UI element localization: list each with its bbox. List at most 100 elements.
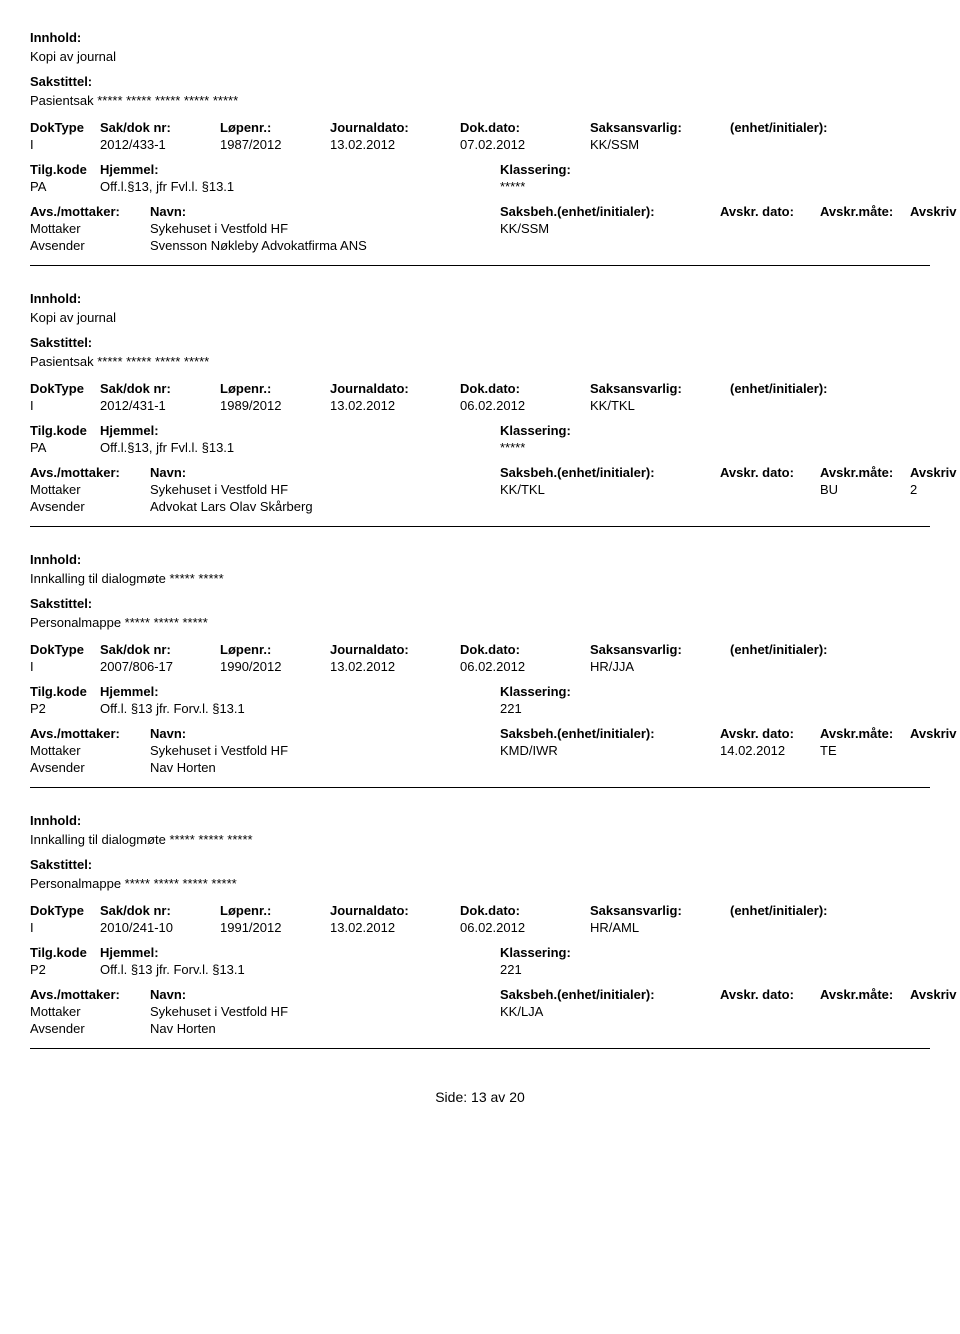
entry-divider [30,1048,930,1049]
klassering-value: 221 [500,962,800,977]
klassering-label: Klassering: [500,423,800,438]
hjemmel-label: Hjemmel: [100,162,500,177]
mottaker-avskrivlnr: 2 [910,482,960,497]
mottaker-label: Mottaker [30,221,150,236]
mottaker-avskrmate [820,1004,910,1019]
avskrdato-label: Avskr. dato: [720,204,820,219]
dokdato-value: 06.02.2012 [460,659,590,674]
avsmottaker-label: Avs./mottaker: [30,987,150,1002]
avsender-row: Avsender Nav Horten [30,760,930,775]
tilgkode-label: Tilg.kode [30,945,100,960]
journal-entry: Innhold: Innkalling til dialogmøte *****… [30,813,930,1049]
mottaker-row: Mottaker Sykehuset i Vestfold HF KK/SSM [30,221,930,236]
sakdoknr-label: Sak/dok nr: [100,642,220,657]
navn-label: Navn: [150,726,500,741]
saksansvarlig-value: KK/TKL [590,398,730,413]
tilgkode-value: P2 [30,962,100,977]
sakdoknr-label: Sak/dok nr: [100,381,220,396]
klassering-value: ***** [500,179,800,194]
doktype-label: DokType [30,642,100,657]
lopenr-label: Løpenr.: [220,381,330,396]
hjemmel-value: Off.l.§13, jfr Fvl.l. §13.1 [100,440,500,455]
mottaker-avskrmate: BU [820,482,910,497]
hjemmel-label: Hjemmel: [100,423,500,438]
journaldato-value: 13.02.2012 [330,398,460,413]
avsender-navn: Nav Horten [150,1021,500,1036]
saksansvarlig-label: Saksansvarlig: [590,381,730,396]
avsender-label: Avsender [30,760,150,775]
doktype-value: I [30,659,100,674]
side-label: Side: [435,1089,467,1105]
sakdoknr-value: 2007/806-17 [100,659,220,674]
hjemmel-data-row: P2 Off.l. §13 jfr. Forv.l. §13.1 221 [30,962,930,977]
doktype-label: DokType [30,903,100,918]
avs-header-row: Avs./mottaker: Navn: Saksbeh.(enhet/init… [30,987,930,1002]
mottaker-navn: Sykehuset i Vestfold HF [150,221,500,236]
avskrivlnr-label: Avskriv lnr.: [910,987,960,1002]
sakstittel-label: Sakstittel: [30,74,930,89]
doktype-label: DokType [30,381,100,396]
lopenr-label: Løpenr.: [220,120,330,135]
mottaker-avskrivlnr [910,1004,960,1019]
sakstittel-text: Pasientsak ***** ***** ***** ***** ***** [30,93,930,108]
journaldato-value: 13.02.2012 [330,920,460,935]
klassering-label: Klassering: [500,945,800,960]
avskrivlnr-label: Avskriv lnr.: [910,204,960,219]
hjemmel-label: Hjemmel: [100,945,500,960]
mottaker-saksbeh: KK/LJA [500,1004,720,1019]
saksbeh-label: Saksbeh.(enhet/initialer): [500,987,720,1002]
lopenr-value: 1987/2012 [220,137,330,152]
sakstittel-label: Sakstittel: [30,857,930,872]
entry-divider [30,787,930,788]
sakstittel-label: Sakstittel: [30,335,930,350]
avs-header-row: Avs./mottaker: Navn: Saksbeh.(enhet/init… [30,465,930,480]
mottaker-avskrdato [720,221,820,236]
hjemmel-data-row: PA Off.l.§13, jfr Fvl.l. §13.1 ***** [30,440,930,455]
journaldato-value: 13.02.2012 [330,659,460,674]
mottaker-label: Mottaker [30,743,150,758]
lopenr-label: Løpenr.: [220,642,330,657]
journal-entry: Innhold: Kopi av journal Sakstittel: Pas… [30,30,930,266]
mottaker-row: Mottaker Sykehuset i Vestfold HF KK/LJA [30,1004,930,1019]
mottaker-label: Mottaker [30,482,150,497]
klassering-label: Klassering: [500,162,800,177]
journal-entry: Innhold: Innkalling til dialogmøte *****… [30,552,930,788]
avskrivlnr-label: Avskriv lnr.: [910,726,960,741]
mottaker-saksbeh: KK/SSM [500,221,720,236]
tilgkode-label: Tilg.kode [30,162,100,177]
meta-data-row: I 2010/241-10 1991/2012 13.02.2012 06.02… [30,920,930,935]
journaldato-label: Journaldato: [330,381,460,396]
klassering-value: 221 [500,701,800,716]
avsmottaker-label: Avs./mottaker: [30,204,150,219]
mottaker-avskrmate [820,221,910,236]
mottaker-avskrdato: 14.02.2012 [720,743,820,758]
dokdato-value: 06.02.2012 [460,398,590,413]
innhold-label: Innhold: [30,813,930,828]
lopenr-value: 1990/2012 [220,659,330,674]
enhet-label: (enhet/initialer): [730,642,890,657]
saksansvarlig-value: HR/JJA [590,659,730,674]
mottaker-saksbeh: KMD/IWR [500,743,720,758]
enhet-value [730,659,890,674]
innhold-text: Kopi av journal [30,49,930,64]
saksansvarlig-label: Saksansvarlig: [590,642,730,657]
entry-divider [30,526,930,527]
entry-divider [30,265,930,266]
page-footer: Side: 13 av 20 [30,1089,930,1105]
dokdato-value: 06.02.2012 [460,920,590,935]
mottaker-navn: Sykehuset i Vestfold HF [150,482,500,497]
tilgkode-label: Tilg.kode [30,423,100,438]
mottaker-row: Mottaker Sykehuset i Vestfold HF KMD/IWR… [30,743,930,758]
avs-header-row: Avs./mottaker: Navn: Saksbeh.(enhet/init… [30,726,930,741]
innhold-text: Innkalling til dialogmøte ***** ***** **… [30,832,930,847]
sakdoknr-value: 2012/433-1 [100,137,220,152]
hjemmel-header-row: Tilg.kode Hjemmel: Klassering: [30,684,930,699]
lopenr-value: 1989/2012 [220,398,330,413]
sakdoknr-label: Sak/dok nr: [100,903,220,918]
enhet-label: (enhet/initialer): [730,903,890,918]
avskrmate-label: Avskr.måte: [820,465,910,480]
mottaker-avskrivlnr [910,743,960,758]
innhold-label: Innhold: [30,552,930,567]
tilgkode-label: Tilg.kode [30,684,100,699]
mottaker-saksbeh: KK/TKL [500,482,720,497]
